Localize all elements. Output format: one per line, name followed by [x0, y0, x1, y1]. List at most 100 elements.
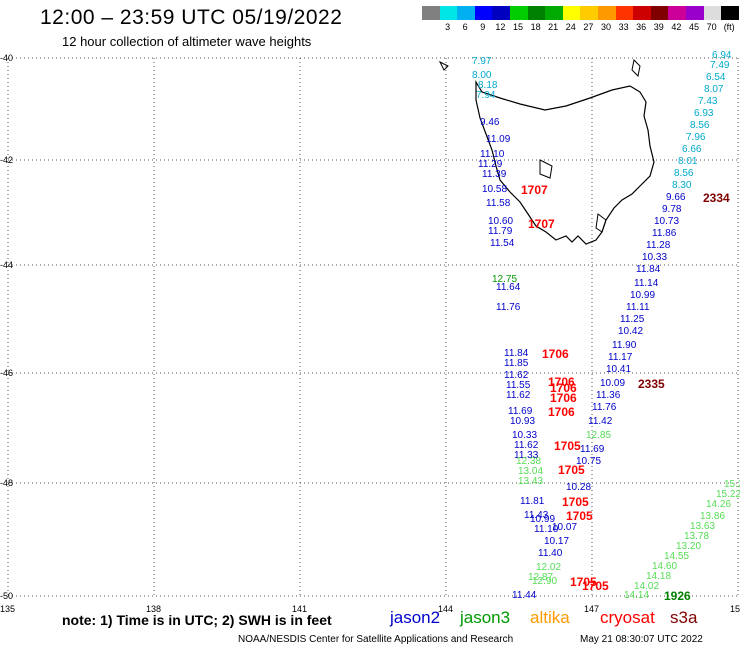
swh-value-label: 11.42 [588, 416, 613, 427]
swh-value-label: 11.90 [612, 340, 637, 351]
swh-value-label: 14.55 [664, 551, 689, 562]
map-title: 12:00 – 23:59 UTC 05/19/2022 [40, 6, 343, 29]
lat-label: -48 [0, 478, 13, 488]
pass-time-label: 1706 [550, 391, 577, 405]
swh-value-label: 13.20 [676, 541, 701, 552]
colorbar-tick-label: 9 [480, 22, 486, 32]
swh-value-label: 11.09 [486, 134, 511, 145]
colorbar-tick-label: (ft) [723, 22, 735, 32]
pass-time-label: 1705 [554, 439, 581, 453]
pass-time-label: 1705 [570, 575, 597, 589]
pass-time-label: 2335 [638, 377, 665, 391]
swh-value-label: 11.40 [538, 548, 563, 559]
swh-value-label: 14.14 [624, 590, 649, 601]
swh-value-label: 12.02 [536, 562, 561, 573]
colorbar-swatch [439, 6, 458, 20]
swh-value-label: 12.87 [528, 572, 553, 583]
swh-value-label: 12.75 [492, 274, 517, 285]
swh-value-label: 11.29 [478, 159, 503, 170]
pass-time-label: 1705 [582, 579, 609, 593]
swh-value-label: 14.02 [634, 581, 659, 592]
swh-value-label: 7.96 [686, 132, 706, 143]
legend-jason2: jason2 [390, 608, 441, 627]
swh-value-label: 12.38 [516, 456, 541, 467]
swh-value-label: 7.43 [698, 96, 718, 107]
swh-value-label: 11.62 [504, 370, 529, 381]
swh-value-label: 11.17 [608, 352, 633, 363]
colorbar-tick-label: 18 [530, 22, 541, 32]
swh-value-label: 7.49 [710, 60, 730, 71]
map-subtitle: 12 hour collection of altimeter wave hei… [62, 34, 312, 49]
wave-height-colorbar [422, 6, 739, 20]
colorbar-swatch [474, 6, 493, 20]
lat-label: -42 [0, 155, 13, 165]
colorbar-tick-label: 42 [671, 22, 682, 32]
swh-value-label: 8.56 [690, 120, 710, 131]
lon-label: 138 [146, 604, 161, 614]
pass-time-label: 1705 [566, 509, 593, 523]
pass-time-label: 2334 [703, 191, 730, 205]
swh-value-label: 6.54 [706, 72, 726, 83]
swh-value-label: 9.46 [480, 117, 500, 128]
swh-value-label: 8.30 [672, 180, 692, 191]
swh-value-label: 10.33 [512, 430, 537, 441]
tasmania-coastline [438, 58, 655, 245]
swh-value-label: 11.62 [514, 440, 539, 451]
colorbar-tick-label: 36 [636, 22, 647, 32]
lon-label: 144 [438, 604, 453, 614]
swh-value-label: 11.54 [490, 238, 515, 249]
pass-time-label: 1705 [558, 463, 585, 477]
swh-value-label: 10.42 [618, 326, 643, 337]
swh-value-label: 7.97 [472, 56, 492, 67]
swh-value-label: 11.86 [652, 228, 677, 239]
swh-value-label: 10.09 [600, 378, 625, 389]
colorbar-swatch [509, 6, 528, 20]
colorbar-swatch [615, 6, 634, 20]
swh-value-label: 8.07 [704, 84, 724, 95]
footer-timestamp: May 21 08:30:07 UTC 2022 [580, 634, 703, 645]
lat-lon-grid: -40 -42 -44 -46 -48 -50 135 138 141 144 147 150 [0, 53, 740, 614]
colorbar-swatch [562, 6, 581, 20]
swh-value-label: 7.94 [476, 90, 496, 101]
pass-time-label: 1706 [550, 381, 577, 395]
colorbar-swatch [721, 6, 739, 20]
swh-value-label: 10.07 [552, 522, 577, 533]
colorbar-swatch [580, 6, 598, 20]
colorbar-tick-label: 15 [512, 22, 523, 32]
swh-value-label: 8.00 [472, 70, 492, 81]
swh-value-label: 13.43 [518, 476, 543, 487]
swh-value-label: 10.73 [654, 216, 679, 227]
swh-value-label: 6.66 [682, 144, 702, 155]
swh-value-label: 12.85 [586, 430, 611, 441]
swh-value-label: 6.94 [712, 50, 732, 61]
swh-value-label: 10.60 [488, 216, 513, 227]
swh-value-label: 10.28 [566, 482, 591, 493]
lon-label: 150 [730, 604, 740, 614]
swh-value-label: 11.85 [504, 358, 529, 369]
swh-value-label: 8.01 [678, 156, 698, 167]
colorbar-tick-label: 12 [495, 22, 506, 32]
colorbar-swatch [422, 6, 440, 20]
swh-value-label: 10.99 [630, 290, 655, 301]
swh-value-label: 10.41 [606, 364, 631, 375]
swh-value-label: 11.62 [506, 390, 531, 401]
colorbar-swatch [668, 6, 686, 20]
swh-value-label: 11.79 [488, 226, 513, 237]
swh-value-label: 14.26 [706, 499, 731, 510]
swh-value-label: 11.55 [506, 380, 531, 391]
colorbar-tick-label: 21 [548, 22, 559, 32]
island [595, 213, 607, 233]
legend-altika: altika [530, 608, 570, 627]
swh-value-label: 11.69 [508, 406, 533, 417]
swh-value-label: 6.93 [694, 108, 714, 119]
island [438, 60, 449, 71]
swh-value-label: 15.22 [716, 489, 740, 500]
pass-time-label: 1706 [548, 375, 575, 389]
swh-value-label: 11.76 [592, 402, 617, 413]
pass-time-label: 1926 [664, 589, 691, 603]
pass-time-label: 1706 [548, 405, 575, 419]
colorbar-tick-label: 24 [565, 22, 576, 32]
colorbar-swatch [527, 6, 546, 20]
